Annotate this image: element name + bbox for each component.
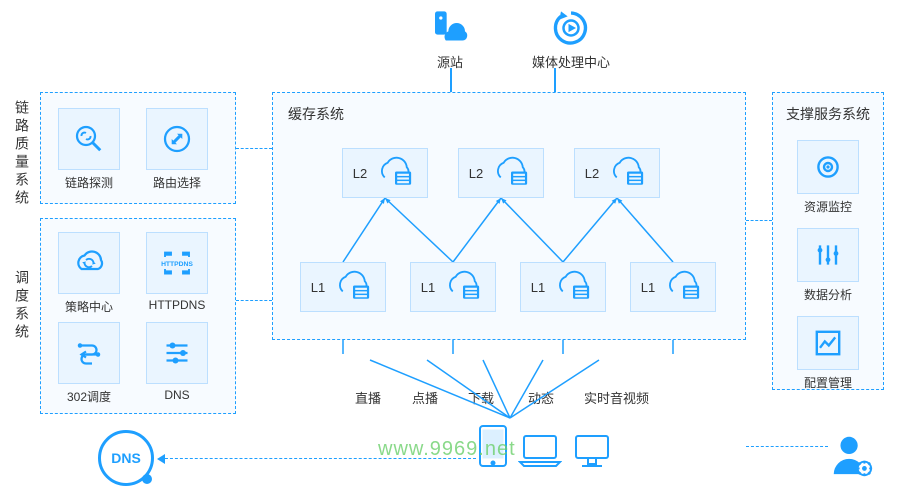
redirect-302-icon <box>71 335 107 371</box>
service-动态: 动态 <box>528 388 554 407</box>
cache-node-l1: L1 <box>520 262 606 312</box>
watermark: www.9969.net <box>378 438 516 461</box>
svg-text:HTTPDNS: HTTPDNS <box>161 261 193 268</box>
cache-support-line <box>746 220 772 221</box>
policy-center-card <box>58 232 120 294</box>
service-下载: 下载 <box>468 388 494 407</box>
link-probe-label: 链路探测 <box>54 174 124 191</box>
origin-link-line <box>450 68 452 92</box>
data-analysis-label: 数据分析 <box>797 286 859 303</box>
magnifier-link-icon <box>71 121 107 157</box>
httpdns-label: HTTPDNS <box>142 298 212 312</box>
user-gear-icon <box>828 432 874 478</box>
302-dispatch-label: 302调度 <box>54 388 124 405</box>
fanout-lines <box>272 340 746 420</box>
dispatch-vlabel: 调度系统 <box>12 270 32 342</box>
play-cycle-icon <box>551 8 591 48</box>
laptop-icon <box>518 432 562 468</box>
service-实时音视频: 实时音视频 <box>584 388 649 407</box>
server-cloud-icon <box>430 8 470 48</box>
dns-node-label: DNS <box>111 450 141 466</box>
cache-node-l1: L1 <box>300 262 386 312</box>
dispatch-cache-line <box>236 300 272 301</box>
dns-label: DNS <box>142 388 212 402</box>
support-title: 支撑服务系统 <box>786 104 870 124</box>
dns-node: DNS <box>98 430 154 486</box>
config-mgmt-label: 配置管理 <box>797 374 859 391</box>
dns-card <box>146 322 208 384</box>
httpdns-card: HTTPDNS <box>146 232 208 294</box>
policy-center-label: 策略中心 <box>54 298 124 315</box>
resource-monitor-label: 资源监控 <box>797 198 859 215</box>
dns-sliders-icon <box>159 335 195 371</box>
origin-site: 源站 <box>430 8 470 71</box>
service-点播: 点播 <box>412 388 438 407</box>
cache-title: 缓存系统 <box>288 104 344 124</box>
httpdns-icon: HTTPDNS <box>159 245 195 281</box>
service-直播: 直播 <box>355 388 381 407</box>
desktop-icon <box>572 432 612 468</box>
dns-dot-icon <box>139 471 155 487</box>
302-dispatch-card <box>58 322 120 384</box>
config-mgmt-card <box>797 316 859 370</box>
user-with-gear <box>828 432 874 481</box>
support-user-line <box>746 446 828 447</box>
eye-target-icon <box>812 151 844 183</box>
route-select-card <box>146 108 208 170</box>
cache-node-l1: L1 <box>410 262 496 312</box>
cache-node-l2: L2 <box>342 148 428 198</box>
resource-monitor-card <box>797 140 859 194</box>
cache-node-l2: L2 <box>458 148 544 198</box>
data-analysis-card <box>797 228 859 282</box>
media-center: 媒体处理中心 <box>532 8 610 71</box>
equalizer-icon <box>812 239 844 271</box>
cloud-cycle-icon <box>71 245 107 281</box>
cache-node-l1: L1 <box>630 262 716 312</box>
lq-cache-line <box>236 148 272 149</box>
cache-node-l2: L2 <box>574 148 660 198</box>
media-label: 媒体处理中心 <box>532 52 610 71</box>
link-quality-vlabel: 链路质量系统 <box>12 100 32 208</box>
route-arrows-icon <box>159 121 195 157</box>
media-link-line <box>554 68 556 92</box>
route-select-label: 路由选择 <box>142 174 212 191</box>
link-probe-card <box>58 108 120 170</box>
chart-box-icon <box>812 327 844 359</box>
